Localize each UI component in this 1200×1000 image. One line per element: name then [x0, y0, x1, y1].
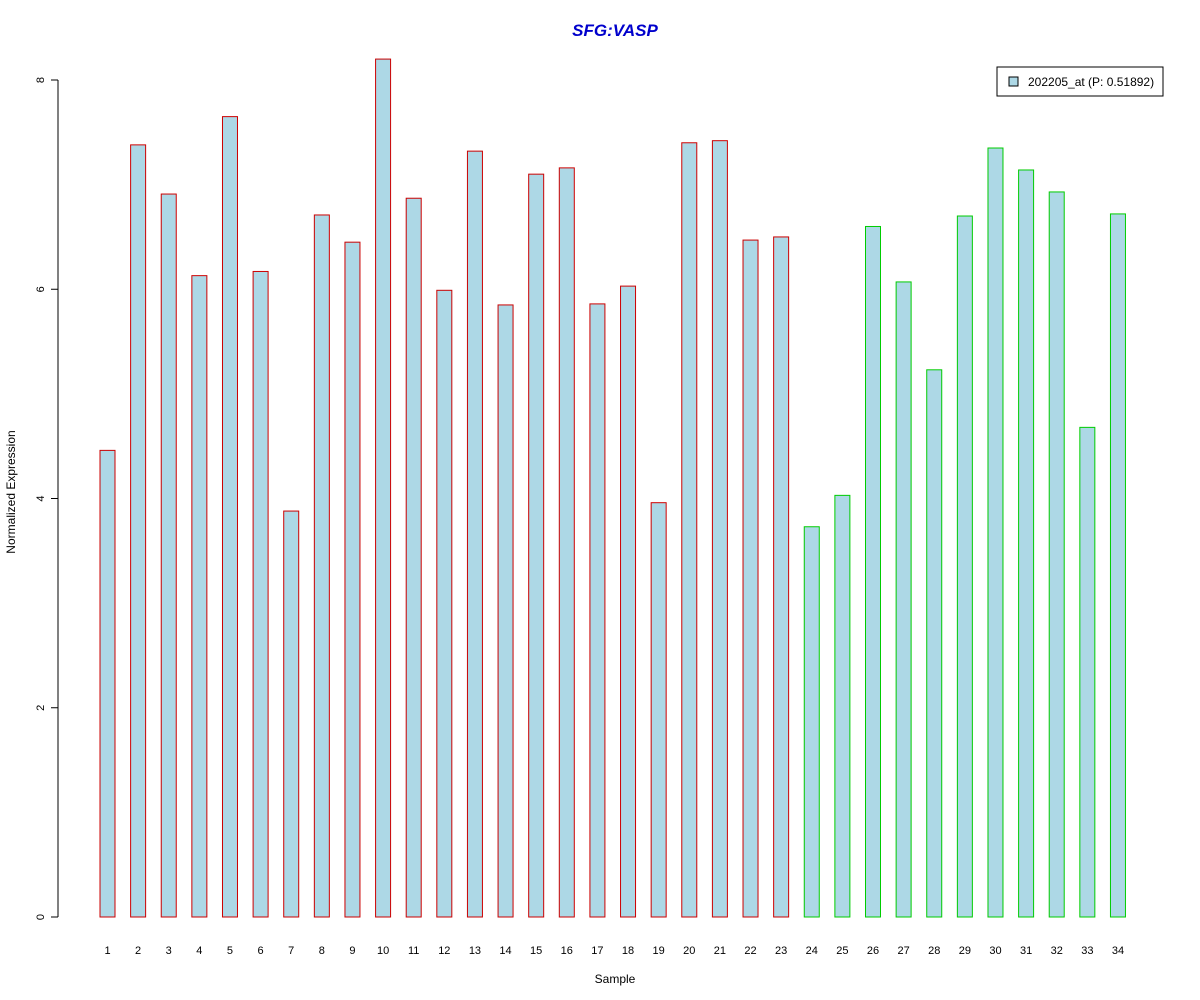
y-tick-label: 4	[35, 495, 47, 501]
bar-sample-18	[620, 285, 637, 918]
legend-entry-label: 202205_at (P: 0.51892)	[1028, 75, 1154, 89]
bar-sample-13	[466, 150, 483, 918]
bar-sample-33	[1079, 426, 1096, 918]
y-tick-label: 2	[35, 705, 47, 711]
bars-group	[99, 58, 1126, 918]
x-tick-label: 24	[806, 945, 818, 957]
x-tick-label: 27	[897, 945, 909, 957]
bar-sample-4	[191, 275, 208, 918]
y-tick-label: 0	[35, 914, 47, 920]
bar-sample-29	[956, 215, 973, 918]
bar-sample-3	[160, 193, 177, 918]
x-tick-label: 8	[319, 945, 325, 957]
bar-sample-5	[221, 116, 238, 918]
y-tick-label: 6	[35, 286, 47, 292]
y-axis-label: Normalized Expression	[4, 430, 18, 553]
y-axis: 0 2 4 6 8	[35, 77, 59, 920]
bar-sample-10	[375, 58, 392, 918]
x-tick-label: 33	[1081, 945, 1093, 957]
bar-sample-32	[1048, 191, 1065, 918]
bar-sample-2	[130, 144, 147, 918]
x-tick-label: 7	[288, 945, 294, 957]
bar-sample-11	[405, 197, 422, 918]
x-tick-label: 17	[591, 945, 603, 957]
x-tick-label: 11	[408, 945, 419, 957]
x-tick-label: 3	[166, 945, 172, 957]
y-tick-label: 8	[35, 77, 47, 83]
x-tick-label: 14	[499, 945, 511, 957]
x-tick-label: 13	[469, 945, 481, 957]
bar-sample-26	[865, 225, 881, 918]
x-tick-label: 2	[135, 945, 141, 957]
x-tick-label: 18	[622, 945, 634, 957]
x-tick-labels: 1 2 3 4 5 6 7 8 9 10 11 12 13 14 15 16 17 18 19 20 21 22 23 24 2…	[104, 945, 1124, 957]
bar-sample-27	[895, 281, 912, 918]
x-tick-label: 23	[775, 945, 787, 957]
bar-sample-1	[99, 449, 116, 918]
bar-sample-14	[497, 304, 514, 918]
x-tick-label: 28	[928, 945, 940, 957]
bar-sample-15	[528, 173, 545, 918]
bar-sample-7	[283, 510, 300, 918]
x-tick-label: 4	[196, 945, 202, 957]
x-tick-label: 6	[258, 945, 264, 957]
x-tick-label: 16	[561, 945, 573, 957]
bar-sample-34	[1109, 213, 1126, 918]
x-tick-label: 31	[1020, 945, 1032, 957]
x-tick-label: 12	[438, 945, 450, 957]
x-tick-label: 30	[989, 945, 1001, 957]
x-tick-label: 20	[683, 945, 695, 957]
bar-sample-8	[313, 214, 330, 918]
legend-box	[996, 66, 1164, 97]
x-tick-label: 19	[653, 945, 665, 957]
bar-sample-12	[436, 289, 453, 918]
bar-sample-9	[344, 241, 361, 918]
x-tick-label: 22	[744, 945, 756, 957]
x-tick-label: 5	[227, 945, 233, 957]
bar-sample-20	[681, 142, 698, 918]
bar-sample-21	[711, 140, 728, 918]
bar-sample-22	[742, 239, 759, 918]
x-tick-label: 15	[530, 945, 542, 957]
x-tick-label: 21	[714, 945, 726, 957]
x-axis-label: Sample	[595, 972, 636, 986]
bar-sample-24	[803, 526, 820, 918]
legend-swatch	[1008, 76, 1019, 87]
x-tick-label: 10	[377, 945, 389, 957]
bar-sample-30	[987, 147, 1004, 918]
x-tick-label: 1	[104, 945, 110, 957]
x-tick-label: 29	[959, 945, 971, 957]
bar-sample-16	[558, 167, 575, 918]
bar-sample-31	[1018, 169, 1035, 918]
x-tick-label: 25	[836, 945, 848, 957]
x-tick-label: 32	[1051, 945, 1063, 957]
legend: 202205_at (P: 0.51892)	[996, 66, 1164, 97]
bar-sample-19	[650, 502, 667, 918]
bar-sample-17	[589, 303, 606, 918]
chart-title: SFG:VASP	[572, 21, 658, 40]
bar-sample-25	[834, 494, 851, 918]
x-tick-label: 34	[1112, 945, 1124, 957]
x-tick-label: 9	[349, 945, 355, 957]
x-tick-label: 26	[867, 945, 879, 957]
bar-sample-23	[773, 236, 790, 918]
bar-sample-28	[926, 369, 943, 918]
bar-sample-6	[252, 270, 269, 918]
